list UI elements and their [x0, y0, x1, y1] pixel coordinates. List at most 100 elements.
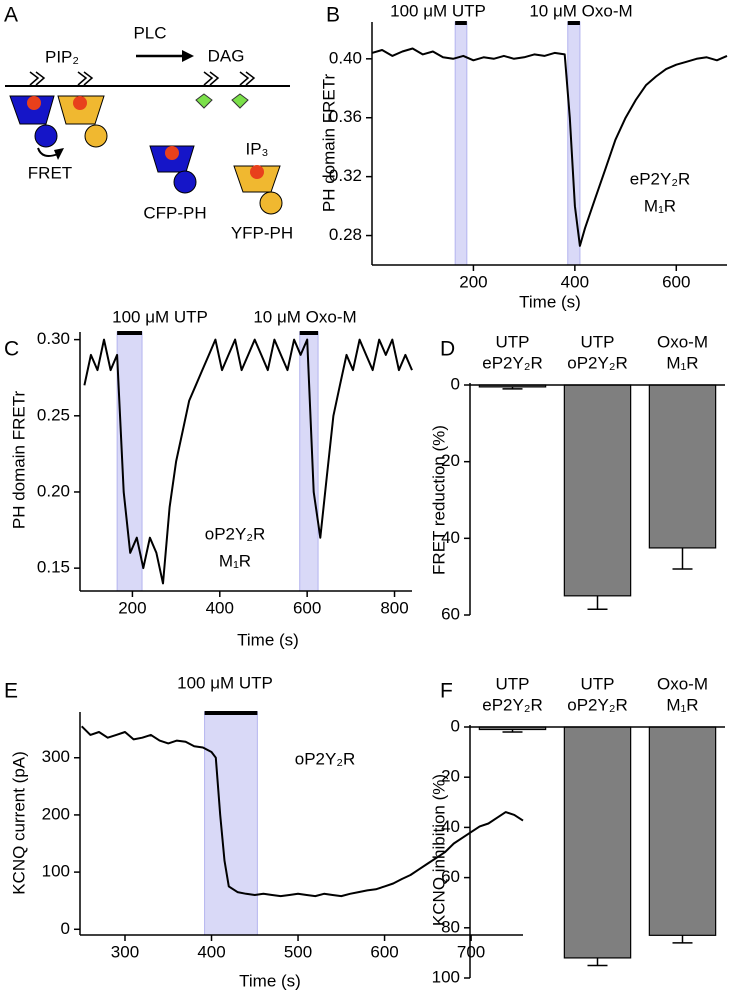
- x-tick-label: 200: [459, 272, 487, 291]
- y-axis-title: KCNQ current (pA): [9, 751, 28, 895]
- x-tick-label: 800: [380, 598, 408, 617]
- bar: [648, 726, 717, 936]
- ip3: [250, 165, 264, 179]
- y-tick-label: 0.30: [37, 329, 70, 348]
- y-axis-title: FRET reduction (%): [429, 425, 448, 575]
- y-tick-label: 0.15: [37, 558, 70, 577]
- arrow-head: [54, 148, 64, 160]
- category-label: UTP: [581, 332, 615, 351]
- note: eP2Y₂R: [630, 169, 690, 188]
- x-tick-label: 500: [284, 942, 312, 961]
- yfp-ph: [57, 95, 105, 125]
- label: YFP-PH: [231, 223, 293, 242]
- category-sublabel: eP2Y₂R: [482, 353, 542, 372]
- x-tick-label: 400: [561, 272, 589, 291]
- label: PIP₂: [45, 47, 79, 66]
- stimulus-bar: [117, 331, 143, 335]
- stimulus-bar: [204, 711, 258, 715]
- bar: [648, 384, 717, 549]
- label: FRET: [28, 163, 72, 182]
- pip2-head: [73, 96, 87, 110]
- annotation: 10 μM Oxo-M: [529, 1, 632, 20]
- pip2-head: [27, 96, 41, 110]
- x-tick-label: 600: [662, 272, 690, 291]
- y-axis-title: KCNQ inhibition (%): [429, 774, 448, 926]
- panel-label: E: [4, 680, 18, 703]
- y-tick-label: 40: [441, 528, 460, 547]
- y-tick-label: 40: [441, 817, 460, 836]
- arrow-head: [182, 50, 194, 62]
- category-sublabel: M₁R: [666, 695, 698, 714]
- x-axis-title: Time (s): [239, 971, 301, 990]
- fret-arrow: [37, 147, 59, 157]
- x-tick-label: 600: [293, 598, 321, 617]
- ip3: [165, 146, 179, 160]
- y-tick-label: 0.20: [37, 481, 70, 500]
- category-sublabel: M₁R: [666, 353, 698, 372]
- y-tick-label: 100: [432, 967, 460, 986]
- panel-label: F: [440, 680, 453, 703]
- stimulus-shade: [204, 711, 258, 936]
- y-tick-label: 20: [441, 451, 460, 470]
- x-tick-label: 300: [111, 942, 139, 961]
- annotation: 10 μM Oxo-M: [253, 307, 356, 326]
- yfp: [259, 191, 283, 215]
- yfp: [84, 124, 108, 148]
- stimulus-bar: [299, 331, 319, 335]
- bar: [563, 726, 632, 959]
- panel-label: A: [4, 4, 18, 27]
- note: oP2Y₂R: [295, 749, 355, 768]
- dag-icon: [231, 93, 249, 109]
- note: M₁R: [219, 551, 251, 570]
- diagram: A PIP₂ PLC DAG FRET CFP-PH IP₃ YFP-PH: [4, 4, 293, 243]
- stimulus-bar: [567, 21, 580, 25]
- y-tick-label: 80: [441, 917, 460, 936]
- bar: [563, 384, 632, 597]
- stimulus-bar: [455, 21, 467, 25]
- note: M₁R: [644, 196, 676, 215]
- category-label: UTP: [496, 674, 530, 693]
- y-tick-label: 0.32: [329, 166, 362, 185]
- category-label: Oxo-M: [657, 674, 708, 693]
- annotation: 100 μM UTP: [112, 307, 208, 326]
- category-label: UTP: [496, 332, 530, 351]
- x-tick-label: 400: [206, 598, 234, 617]
- label: CFP-PH: [143, 203, 206, 222]
- category-label: UTP: [581, 674, 615, 693]
- category-label: Oxo-M: [657, 332, 708, 351]
- y-tick-label: 200: [42, 804, 70, 823]
- trace: [371, 47, 728, 247]
- y-tick-label: 100: [42, 862, 70, 881]
- panel-label: D: [440, 338, 455, 361]
- y-tick-label: 0.28: [329, 225, 362, 244]
- label: IP₃: [246, 139, 269, 158]
- y-tick-label: 0: [61, 919, 70, 938]
- y-tick-label: 0.36: [329, 107, 362, 126]
- y-tick-label: 300: [42, 747, 70, 766]
- y-tick-label: 0.25: [37, 405, 70, 424]
- label: DAG: [208, 46, 245, 65]
- x-tick-label: 400: [197, 942, 225, 961]
- y-axis-title: PH domain FRETr: [319, 74, 338, 213]
- cfp: [34, 124, 58, 148]
- y-tick-label: 60: [441, 867, 460, 886]
- y-tick-label: 0.40: [329, 48, 362, 67]
- x-tick-label: 200: [118, 598, 146, 617]
- cfp: [173, 170, 197, 194]
- trace: [83, 338, 413, 585]
- lipid-tails: [29, 71, 256, 86]
- cfp-ph: [9, 95, 55, 125]
- dag-icon: [195, 93, 213, 109]
- y-tick-label: 0: [451, 374, 460, 393]
- category-sublabel: oP2Y₂R: [567, 353, 627, 372]
- panel-label: B: [326, 4, 340, 27]
- x-tick-label: 600: [370, 942, 398, 961]
- y-axis-title: PH domain FRETr: [9, 391, 28, 530]
- category-sublabel: oP2Y₂R: [567, 695, 627, 714]
- label: PLC: [133, 23, 166, 42]
- note: oP2Y₂R: [205, 524, 265, 543]
- x-axis-title: Time (s): [237, 630, 299, 649]
- category-sublabel: eP2Y₂R: [482, 695, 542, 714]
